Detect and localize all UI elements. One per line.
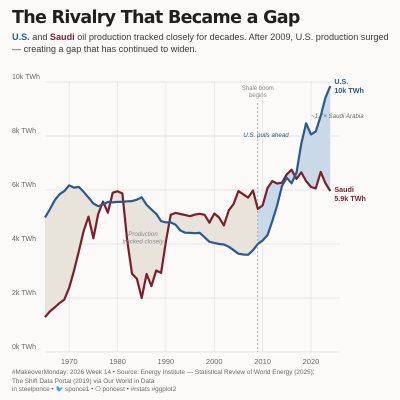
ratio-note: ~1.7× Saudi Arabia: [311, 113, 364, 120]
y-tick-label: 0k TWh: [12, 344, 36, 351]
subtitle-rest: oil production tracked closely for decad…: [12, 32, 389, 54]
x-tick-label: 2020: [303, 357, 320, 366]
y-tick-label: 2k TWh: [12, 290, 36, 297]
subtitle-saudi: Saudi: [49, 32, 75, 42]
gap-area-post-shale: [257, 86, 331, 244]
x-tick-label: 1990: [158, 357, 175, 366]
saudi-end-value: 5.9k TWh: [334, 194, 366, 203]
series-line-saudi: [44, 168, 332, 318]
subtitle-us: U.S.: [12, 32, 30, 42]
us-end-value: 10k TWh: [334, 86, 364, 95]
gap-area-pre-shale: [45, 185, 258, 318]
x-tick-label: 2010: [254, 357, 271, 366]
caption-line-3: in steelponce • 🐦 sponce1 • ⎔ poncest • …: [12, 386, 177, 394]
us-pulls-ahead-note: U.S. pulls ahead: [243, 132, 289, 139]
y-tick-label: 6k TWh: [12, 182, 36, 189]
shale-boom-label: Shale boom begins: [242, 86, 274, 99]
x-tick-label: 2000: [206, 357, 223, 366]
subtitle-and: and: [29, 32, 50, 42]
caption: #MakeoverMonday: 2026 Week 14 • Source: …: [12, 369, 392, 395]
y-tick-label: 10k TWh: [12, 74, 40, 81]
x-tick-label: 1970: [61, 357, 78, 366]
caption-line-1: #MakeoverMonday: 2026 Week 14 • Source: …: [12, 369, 315, 376]
page-title: The Rivalry That Became a Gap: [12, 8, 300, 28]
tracked-closely-note: Production tracked closely: [123, 231, 165, 245]
saudi-end-label: Saudi: [334, 185, 354, 194]
us-end-label: U.S.: [334, 77, 348, 86]
caption-line-2: The Shift Data Portal (2019) via Our Wor…: [12, 377, 155, 385]
y-tick-label: 4k TWh: [12, 236, 36, 243]
y-tick-label: 8k TWh: [12, 128, 36, 135]
x-tick-label: 1980: [109, 357, 126, 366]
subtitle: U.S. and Saudi oil production tracked cl…: [12, 31, 392, 55]
series-line-us: [44, 85, 332, 256]
